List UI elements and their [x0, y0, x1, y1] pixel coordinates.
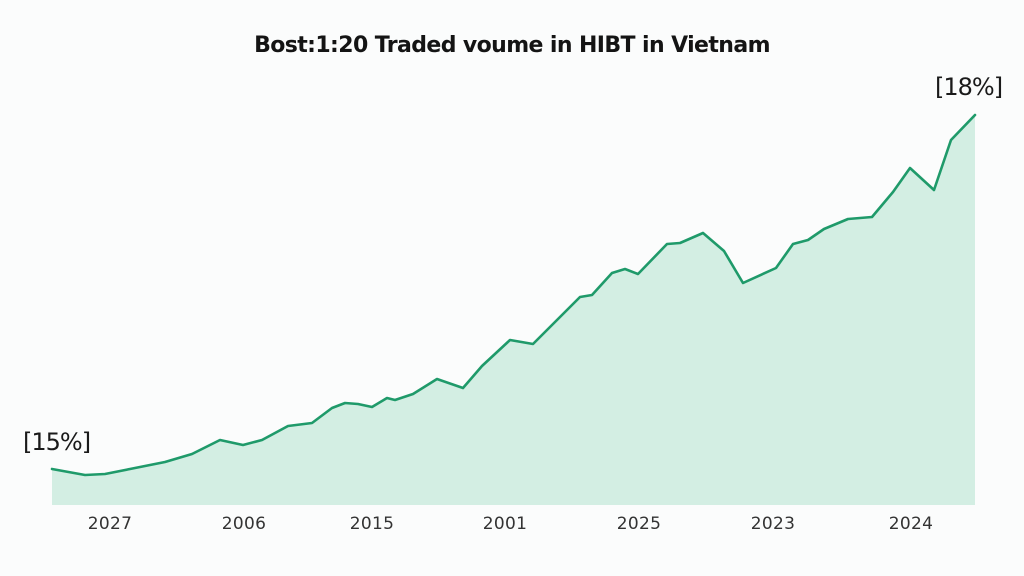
x-tick-label: 2024 [888, 514, 934, 534]
chart-title: Bost:1:20 Traded voume in HIBT in Vietna… [254, 33, 770, 58]
start-value-annotation: [15%] [23, 428, 91, 456]
x-tick-label: 2023 [750, 514, 796, 534]
x-tick-label: 2006 [221, 514, 267, 534]
area-fill [52, 115, 975, 505]
x-tick-label: 2027 [87, 514, 133, 534]
series-line [50, 113, 977, 477]
end-value-annotation: [18%] [935, 73, 1003, 101]
x-tick-label: 2025 [616, 514, 662, 534]
x-tick-label: 2015 [349, 514, 395, 534]
x-tick-label: 2001 [482, 514, 528, 534]
